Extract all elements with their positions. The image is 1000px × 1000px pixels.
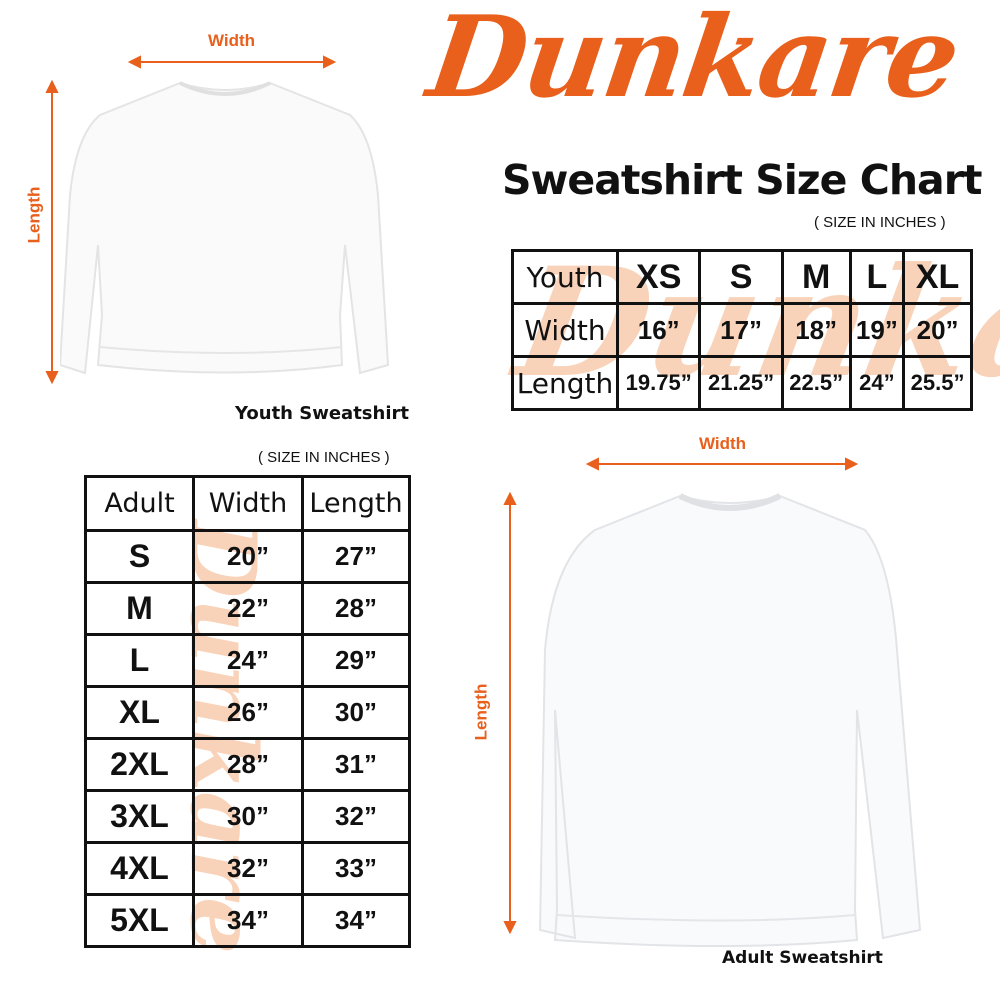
- table-cell: 18”: [780, 302, 852, 358]
- table-row: 4XL 32” 33”: [84, 841, 411, 896]
- adult-size-table: Adult Width Length S 20” 27” M 22” 28” L 24” 29”…: [84, 475, 411, 948]
- youth-width-label: Width: [208, 31, 256, 50]
- youth-caption: Youth Sweatshirt: [235, 403, 409, 424]
- page-title: Sweatshirt Size Chart: [502, 156, 983, 204]
- youth-length-label: Length: [24, 186, 44, 244]
- row-label: XL: [84, 685, 195, 740]
- row-label: S: [84, 529, 195, 584]
- table-row: L 24” 29”: [84, 633, 411, 688]
- table-cell: 20”: [192, 529, 304, 584]
- table-row: Width 16” 17” 18” 19” 20”: [511, 302, 973, 358]
- table-cell: 30”: [192, 789, 304, 844]
- table-cell: 34”: [301, 893, 411, 948]
- table-cell: 22.5”: [780, 355, 852, 411]
- table-cell: 30”: [301, 685, 411, 740]
- header-cell: Width: [192, 475, 304, 532]
- row-label: 5XL: [84, 893, 195, 948]
- table-cell: 19”: [848, 302, 906, 358]
- table-row: Youth XS S M L XL: [511, 249, 973, 305]
- table-cell: 24”: [848, 355, 906, 411]
- table-row: 5XL 34” 34”: [84, 893, 411, 948]
- header-cell: L: [848, 249, 906, 305]
- table-cell: 33”: [301, 841, 411, 896]
- adult-units-note: ( SIZE IN INCHES ): [258, 449, 390, 466]
- header-cell: XL: [902, 249, 973, 305]
- table-cell: 16”: [615, 302, 702, 358]
- table-cell: 34”: [192, 893, 304, 948]
- adult-sweatshirt-image: [538, 493, 922, 947]
- youth-units-note: ( SIZE IN INCHES ): [814, 214, 946, 231]
- row-label: L: [84, 633, 195, 688]
- table-cell: 32”: [192, 841, 304, 896]
- table-row: M 22” 28”: [84, 581, 411, 636]
- table-cell: 24”: [192, 633, 304, 688]
- table-cell: 20”: [902, 302, 973, 358]
- row-label: 3XL: [84, 789, 195, 844]
- table-cell: 27”: [301, 529, 411, 584]
- table-cell: 22”: [192, 581, 304, 636]
- table-cell: 25.5”: [902, 355, 973, 411]
- row-label: M: [84, 581, 195, 636]
- table-cell: 21.25”: [698, 355, 784, 411]
- adult-length-label: Length: [471, 683, 491, 741]
- table-cell: 26”: [192, 685, 304, 740]
- row-label: 4XL: [84, 841, 195, 896]
- table-row: 2XL 28” 31”: [84, 737, 411, 792]
- table-row: Length 19.75” 21.25” 22.5” 24” 25.5”: [511, 355, 973, 411]
- header-cell: S: [698, 249, 784, 305]
- table-cell: 28”: [301, 581, 411, 636]
- header-cell: XS: [615, 249, 702, 305]
- table-cell: 28”: [192, 737, 304, 792]
- header-cell: Adult: [84, 475, 195, 532]
- table-row: XL 26” 30”: [84, 685, 411, 740]
- row-label: Length: [511, 355, 619, 411]
- table-row: 3XL 30” 32”: [84, 789, 411, 844]
- adult-caption: Adult Sweatshirt: [722, 948, 883, 968]
- brand-logo: Dunkare: [420, 0, 966, 123]
- header-cell: Youth: [511, 249, 619, 305]
- table-cell: 32”: [301, 789, 411, 844]
- youth-size-table: Youth XS S M L XL Width 16” 17” 18” 19” …: [511, 249, 973, 411]
- table-cell: 19.75”: [615, 355, 702, 411]
- row-label: Width: [511, 302, 619, 358]
- table-cell: 29”: [301, 633, 411, 688]
- table-cell: 31”: [301, 737, 411, 792]
- table-row: Adult Width Length: [84, 475, 411, 532]
- header-cell: M: [780, 249, 852, 305]
- adult-width-label: Width: [699, 434, 747, 453]
- table-cell: 17”: [698, 302, 784, 358]
- youth-sweatshirt-image: [60, 81, 390, 375]
- row-label: 2XL: [84, 737, 195, 792]
- header-cell: Length: [301, 475, 411, 532]
- table-row: S 20” 27”: [84, 529, 411, 584]
